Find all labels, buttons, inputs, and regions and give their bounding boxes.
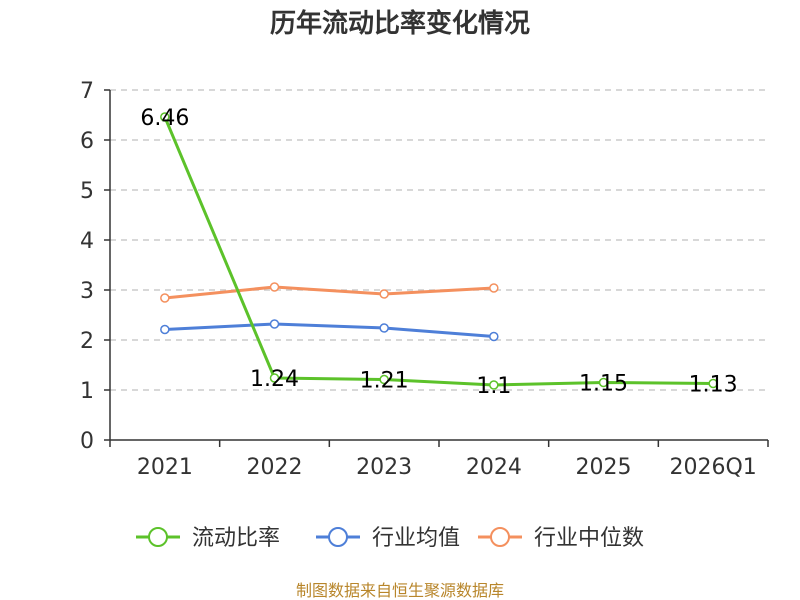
y-tick-label: 1 <box>80 379 94 404</box>
data-point <box>379 289 389 299</box>
data-point <box>269 319 280 329</box>
x-tick-label: 2022 <box>247 455 303 480</box>
data-label: 1.21 <box>360 369 409 394</box>
legend-item: 行业均值 <box>316 526 460 551</box>
data-label: 1.24 <box>250 367 299 392</box>
legend-item: 行业中位数 <box>478 526 644 551</box>
data-point <box>160 112 170 122</box>
y-tick-label: 7 <box>80 79 94 104</box>
y-tick-label: 6 <box>80 129 94 154</box>
legend-marker-icon <box>328 527 348 547</box>
data-point <box>598 377 609 388</box>
chart-title: 历年流动比率变化情况 <box>270 8 530 39</box>
data-point <box>379 323 389 333</box>
y-tick-label: 2 <box>80 329 94 354</box>
data-point <box>489 380 499 390</box>
legend-label: 流动比率 <box>192 526 280 551</box>
data-point <box>160 324 170 335</box>
legend-item: 流动比率 <box>136 526 280 551</box>
data-label: 6.46 <box>140 106 189 131</box>
y-tick-label: 4 <box>80 229 94 254</box>
x-tick-label: 2021 <box>137 455 193 480</box>
x-tick-label: 2026Q1 <box>670 455 757 480</box>
data-label: 1.1 <box>476 374 511 399</box>
data-point <box>489 331 499 342</box>
y-tick-label: 0 <box>80 429 94 454</box>
data-label: 1.15 <box>579 372 628 397</box>
data-point <box>708 378 718 389</box>
data-label: 1.13 <box>689 373 738 398</box>
source-note: 制图数据来自恒生聚源数据库 <box>296 581 504 600</box>
series-line <box>164 285 494 300</box>
data-point <box>269 282 280 292</box>
y-tick-label: 5 <box>80 179 94 204</box>
x-tick-label: 2023 <box>356 455 412 480</box>
data-point <box>379 374 389 385</box>
legend-marker-icon <box>148 527 168 547</box>
series-line <box>163 116 714 387</box>
legend-marker-icon <box>490 527 510 547</box>
legend-label: 行业均值 <box>372 526 460 551</box>
x-tick-label: 2024 <box>466 455 522 480</box>
data-point <box>269 373 280 383</box>
x-tick-label: 2025 <box>576 455 632 480</box>
data-point <box>160 293 170 303</box>
legend-label: 行业中位数 <box>534 526 644 551</box>
y-tick-label: 3 <box>80 279 94 304</box>
series-line <box>164 322 494 338</box>
data-point <box>489 283 499 293</box>
